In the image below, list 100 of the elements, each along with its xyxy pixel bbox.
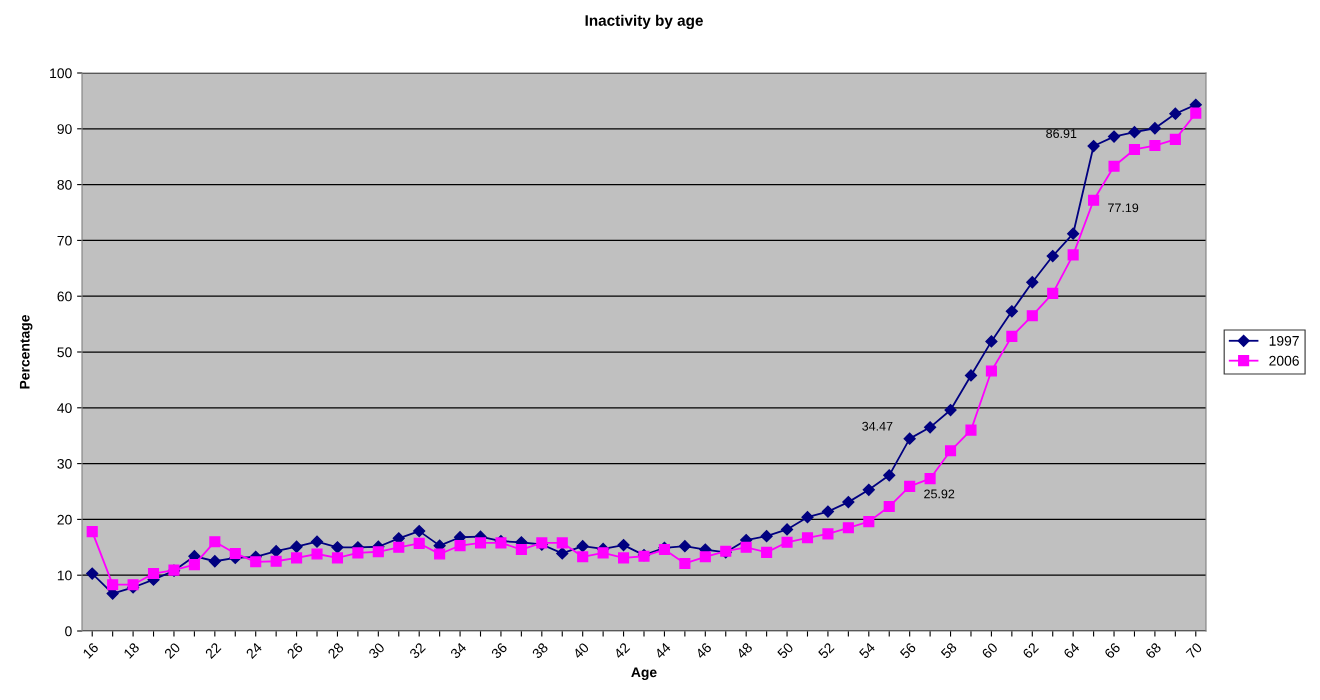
point <box>1087 139 1100 153</box>
point <box>842 496 855 509</box>
point <box>965 424 977 436</box>
point <box>86 567 99 580</box>
x-tick-label: 66 <box>1103 642 1121 660</box>
point <box>903 432 916 445</box>
y-tick-label: 30 <box>57 458 72 469</box>
x-tick-label: 48 <box>735 642 753 660</box>
x-tick-label: 20 <box>163 642 181 660</box>
x-tick-label: 40 <box>572 642 590 660</box>
point <box>761 546 773 558</box>
legend-label: 2006 <box>1269 355 1299 366</box>
point <box>107 579 119 591</box>
point <box>331 552 344 564</box>
point <box>209 536 221 548</box>
y-tick-label: 90 <box>57 124 72 134</box>
point <box>413 537 425 549</box>
point <box>474 537 487 549</box>
point <box>801 511 814 524</box>
x-tick-label: 42 <box>613 642 631 660</box>
point <box>822 528 834 540</box>
point <box>1067 227 1080 240</box>
x-tick-label: 50 <box>776 642 794 660</box>
y-tick-label: 40 <box>57 403 72 413</box>
point <box>208 555 221 568</box>
point <box>678 540 691 553</box>
point <box>821 505 835 518</box>
point <box>352 547 364 559</box>
x-tick-label: 58 <box>940 642 958 660</box>
point <box>597 547 609 559</box>
x-tick-label: 62 <box>1022 642 1040 660</box>
point <box>1107 130 1121 143</box>
point <box>393 541 405 553</box>
x-tick-label: 70 <box>1185 642 1203 660</box>
point <box>699 551 711 563</box>
x-tick-label: 28 <box>327 642 345 660</box>
y-axis-title: Percentage <box>19 315 33 389</box>
point <box>372 546 384 558</box>
point <box>331 541 344 554</box>
point <box>740 541 752 553</box>
point <box>290 540 303 553</box>
x-tick-label: 44 <box>654 642 672 660</box>
point <box>1067 249 1079 261</box>
point <box>862 483 875 496</box>
point <box>229 547 241 559</box>
x-tick-label: 30 <box>368 642 386 660</box>
point <box>1190 107 1202 119</box>
point <box>413 525 426 538</box>
point <box>760 530 773 543</box>
point <box>577 551 589 563</box>
x-tick-label: 38 <box>531 642 549 660</box>
x-axis-title: Age <box>631 667 657 680</box>
y-tick-label: 80 <box>57 179 72 190</box>
point <box>310 535 324 548</box>
point <box>842 522 854 534</box>
point <box>985 365 997 377</box>
x-tick-label: 22 <box>204 642 222 659</box>
x-tick-label: 56 <box>899 642 917 660</box>
y-tick-label: 10 <box>57 570 72 581</box>
x-tick-label: 64 <box>1063 641 1081 660</box>
point <box>1026 310 1038 322</box>
y-tick-label: 50 <box>57 347 72 358</box>
point <box>1108 160 1120 172</box>
point <box>780 523 794 536</box>
y-tick-label: 60 <box>57 291 72 302</box>
point <box>617 538 630 552</box>
x-tick-label: 46 <box>694 642 713 660</box>
y-tick-label: 20 <box>57 514 72 525</box>
point <box>883 469 896 482</box>
x-tick-label: 32 <box>408 642 426 660</box>
point <box>1026 276 1039 289</box>
point <box>1169 133 1181 145</box>
data-label: 25.92 <box>924 489 955 499</box>
point <box>1128 126 1141 139</box>
point <box>883 501 895 513</box>
y-tick-label: 70 <box>57 235 72 246</box>
x-tick-label: 52 <box>817 642 835 660</box>
x-tick-label: 26 <box>286 642 304 660</box>
point <box>944 403 957 417</box>
point <box>556 537 568 549</box>
legend-label: 1997 <box>1269 335 1299 346</box>
point <box>964 369 978 382</box>
x-tick-label: 34 <box>449 641 467 660</box>
point <box>863 516 875 528</box>
point <box>86 526 98 538</box>
x-tick-label: 36 <box>490 642 508 660</box>
point <box>1148 122 1162 135</box>
y-tick-label: 0 <box>65 626 72 637</box>
point <box>1006 330 1018 342</box>
point <box>270 555 282 567</box>
data-label: 34.47 <box>862 421 893 431</box>
point <box>454 540 466 552</box>
point <box>1005 305 1018 318</box>
x-tick-label: 68 <box>1144 642 1162 660</box>
point <box>291 552 303 564</box>
x-tick-label: 60 <box>981 642 999 660</box>
point <box>576 540 589 553</box>
point <box>944 445 957 457</box>
point <box>924 421 937 434</box>
x-tick-label: 18 <box>123 642 140 659</box>
